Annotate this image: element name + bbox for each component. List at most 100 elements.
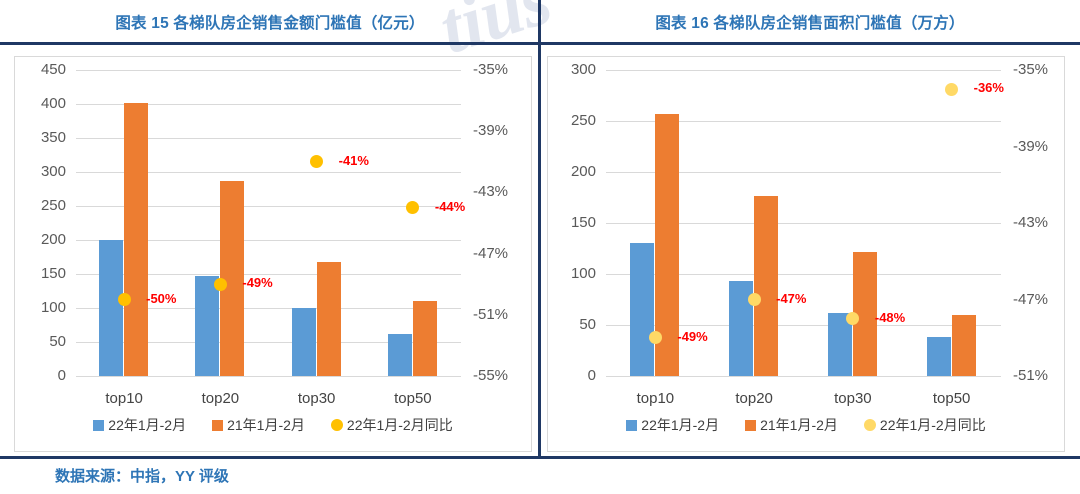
y2-axis-tick: -43% bbox=[473, 183, 509, 201]
legend-item-21年1月-2月: 21年1月-2月 bbox=[212, 415, 305, 435]
legend-square-swatch bbox=[626, 419, 638, 431]
y-axis-tick: 200 bbox=[40, 231, 66, 248]
y-axis-tick: 50 bbox=[49, 333, 66, 350]
gridline bbox=[76, 308, 461, 309]
bar-22年1月-2月 bbox=[99, 240, 124, 376]
gridline bbox=[606, 274, 1001, 275]
y-axis-tick: 100 bbox=[570, 265, 596, 282]
yoy-dot bbox=[117, 293, 131, 306]
gridline bbox=[76, 70, 461, 71]
gridline bbox=[76, 274, 461, 275]
legend-label: 22年1月-2月同比 bbox=[879, 417, 986, 433]
yoy-data-label: -48% bbox=[874, 309, 906, 325]
chart-sales-area: -49% -47% -48% -36% 0 50 100 150 200 250 300 -35% -3… bbox=[547, 56, 1065, 452]
yoy-dot bbox=[747, 293, 761, 306]
legend-square-swatch bbox=[212, 419, 224, 431]
bar-21年1月-2月 bbox=[754, 196, 779, 376]
yoy-dot bbox=[213, 277, 227, 291]
vertical-divider-rule bbox=[538, 0, 541, 459]
y2-axis-tick: -47% bbox=[473, 244, 509, 262]
y2-axis-tick: -35% bbox=[473, 61, 509, 78]
legend-item-22年1月-2月同比: 22年1月-2月同比 bbox=[330, 415, 453, 435]
chart-legend: 22年1月-2月 21年1月-2月 22年1月-2月同比 bbox=[15, 415, 531, 435]
legend-circle-swatch bbox=[863, 419, 876, 431]
bottom-divider-rule bbox=[0, 456, 1080, 459]
chart-legend: 22年1月-2月 21年1月-2月 22年1月-2月同比 bbox=[548, 415, 1064, 435]
x-category-label: top50 bbox=[932, 390, 971, 407]
legend-label: 22年1月-2月同比 bbox=[346, 417, 453, 433]
y-axis-tick: 200 bbox=[570, 163, 596, 180]
y2-axis-tick: -55% bbox=[473, 367, 509, 384]
y-axis-tick: 300 bbox=[40, 163, 66, 180]
legend-label: 21年1月-2月 bbox=[227, 417, 305, 433]
y2-axis-tick: -51% bbox=[473, 305, 509, 323]
gridline bbox=[606, 223, 1001, 224]
chart-title-sales-amount: 图表 15 各梯队房企销售金额门槛值（亿元） bbox=[115, 15, 425, 32]
legend-item-21年1月-2月: 21年1月-2月 bbox=[745, 415, 838, 435]
bar-22年1月-2月 bbox=[195, 276, 220, 376]
gridline bbox=[76, 376, 461, 377]
x-category-label: top10 bbox=[636, 390, 675, 407]
gridline bbox=[76, 342, 461, 343]
y-axis-tick: 400 bbox=[40, 95, 66, 112]
gridline bbox=[76, 138, 461, 139]
y-axis-tick: 300 bbox=[570, 61, 596, 78]
y2-axis-tick: -39% bbox=[473, 122, 509, 140]
y2-axis-tick: -51% bbox=[1013, 367, 1049, 384]
gridline bbox=[76, 104, 461, 105]
gridline bbox=[606, 376, 1001, 377]
gridline bbox=[606, 121, 1001, 122]
yoy-data-label: -41% bbox=[338, 152, 369, 168]
y2-axis-tick: -35% bbox=[1013, 61, 1049, 78]
gridline bbox=[76, 172, 461, 173]
y-axis-tick: 350 bbox=[40, 129, 66, 146]
legend-label: 22年1月-2月 bbox=[108, 417, 187, 433]
gridline bbox=[76, 206, 461, 207]
gridline bbox=[606, 70, 1001, 71]
gridline bbox=[606, 325, 1001, 326]
x-category-label: top20 bbox=[735, 390, 773, 407]
yoy-data-label: -49% bbox=[677, 328, 708, 344]
legend-label: 21年1月-2月 bbox=[760, 417, 838, 433]
y-axis-tick: 150 bbox=[40, 265, 66, 282]
yoy-dot bbox=[310, 155, 324, 169]
chart-title-sales-area: 图表 16 各梯队房企销售面积门槛值（万方） bbox=[655, 15, 965, 32]
yoy-data-label: -44% bbox=[434, 198, 466, 214]
legend-item-22年1月-2月: 22年1月-2月 bbox=[626, 415, 719, 435]
y-axis-tick: 50 bbox=[579, 316, 596, 333]
x-category-label: top50 bbox=[394, 390, 432, 407]
yoy-dot bbox=[846, 312, 860, 326]
yoy-data-label: -50% bbox=[146, 290, 177, 306]
bar-22年1月-2月 bbox=[630, 243, 655, 376]
yoy-data-label: -49% bbox=[242, 275, 273, 291]
legend-item-22年1月-2月: 22年1月-2月 bbox=[93, 415, 186, 435]
bar-22年1月-2月 bbox=[291, 308, 316, 376]
chart-sales-amount: -50% -49% -41% -44% 0 50 100 150 200 250 300 350 400… bbox=[14, 56, 532, 452]
gridline bbox=[606, 172, 1001, 173]
y-axis-tick: 250 bbox=[570, 112, 596, 129]
bar-21年1月-2月 bbox=[951, 314, 976, 376]
yoy-dot bbox=[648, 331, 662, 345]
legend-label: 22年1月-2月 bbox=[641, 417, 720, 433]
y-axis-tick: 450 bbox=[40, 61, 66, 78]
x-category-label: top30 bbox=[834, 390, 872, 407]
bar-22年1月-2月 bbox=[387, 333, 412, 376]
y-axis-tick: 250 bbox=[40, 197, 66, 214]
bar-21年1月-2月 bbox=[412, 301, 437, 376]
x-category-label: top30 bbox=[297, 390, 336, 407]
yoy-data-label: -47% bbox=[776, 290, 807, 306]
legend-square-swatch bbox=[745, 419, 757, 431]
y2-axis-tick: -47% bbox=[1013, 290, 1049, 308]
legend-square-swatch bbox=[93, 419, 105, 431]
legend-item-22年1月-2月同比: 22年1月-2月同比 bbox=[863, 415, 986, 435]
y-axis-tick: 150 bbox=[570, 214, 596, 231]
x-category-label: top10 bbox=[105, 390, 143, 407]
y-axis-tick: 0 bbox=[57, 367, 66, 384]
plot-area: -50% -49% -41% -44% bbox=[76, 70, 465, 377]
figure-titles-row: 图表 15 各梯队房企销售金额门槛值（亿元） 图表 16 各梯队房企销售面积门槛… bbox=[0, 0, 1080, 44]
y2-axis-tick: -43% bbox=[1013, 214, 1049, 231]
y-axis-tick: 0 bbox=[587, 367, 596, 384]
legend-circle-swatch bbox=[330, 419, 343, 431]
plot-area: -49% -47% -48% -36% bbox=[606, 70, 1004, 377]
gridline bbox=[76, 240, 461, 241]
